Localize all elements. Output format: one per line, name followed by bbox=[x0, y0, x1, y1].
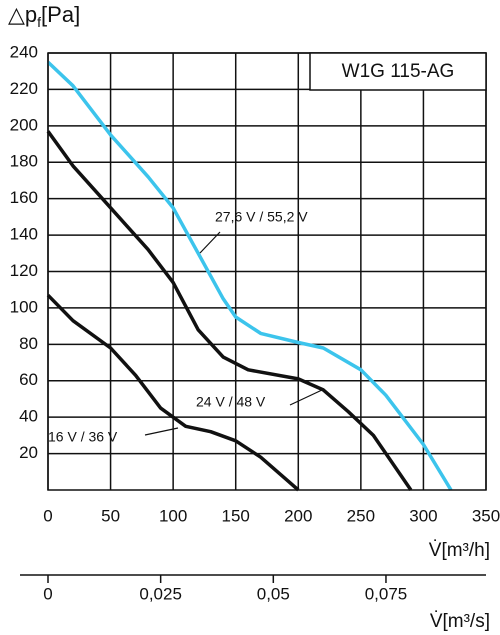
curve bbox=[46, 293, 300, 492]
x-tick-label: 150 bbox=[222, 506, 250, 525]
series-label: 24 V / 48 V bbox=[196, 394, 266, 410]
x2-tick-label: 0,075 bbox=[365, 584, 408, 603]
x-tick-label: 50 bbox=[101, 506, 120, 525]
series-label: 27,6 V / 55,2 V bbox=[215, 209, 308, 225]
y-axis-label: △pf[Pa] bbox=[8, 2, 80, 30]
x2-tick-label: 0 bbox=[43, 584, 52, 603]
leader-line bbox=[289, 389, 323, 406]
y-tick-label: 160 bbox=[10, 188, 38, 207]
chart-title: W1G 115-AG bbox=[342, 61, 455, 82]
title-box bbox=[309, 52, 487, 91]
series-label: 16 V / 36 V bbox=[48, 429, 118, 445]
y-tick-label: 60 bbox=[19, 370, 38, 389]
x-tick-label: 250 bbox=[347, 506, 375, 525]
y-tick-label: 240 bbox=[10, 42, 38, 61]
y-tick-label: 140 bbox=[10, 225, 38, 244]
y-tick-label: 120 bbox=[10, 261, 38, 280]
y-tick-label: 180 bbox=[10, 152, 38, 171]
y-tick-label: 40 bbox=[19, 407, 38, 426]
x2-axis-label: V̇[m³/s] bbox=[430, 611, 490, 632]
y-tick-label: 100 bbox=[10, 297, 38, 316]
y-tick-label: 20 bbox=[19, 443, 38, 462]
x-tick-label: 300 bbox=[409, 506, 437, 525]
x-tick-label: 100 bbox=[159, 506, 187, 525]
curve bbox=[46, 60, 453, 491]
leader-line bbox=[144, 427, 179, 436]
y-tick-label: 220 bbox=[10, 79, 38, 98]
leader-line bbox=[199, 231, 221, 254]
curve bbox=[46, 130, 413, 491]
x-tick-label: 0 bbox=[43, 506, 52, 525]
x2-tick-label: 0,05 bbox=[257, 584, 290, 603]
x2-tick-label: 0,025 bbox=[139, 584, 182, 603]
y-tick-label: 80 bbox=[19, 334, 38, 353]
plot-frame bbox=[47, 52, 487, 491]
x-axis-label: V̇[m³/h] bbox=[429, 540, 490, 561]
y-tick-label: 200 bbox=[10, 115, 38, 134]
x-tick-label: 350 bbox=[472, 506, 500, 525]
x-tick-label: 200 bbox=[284, 506, 312, 525]
